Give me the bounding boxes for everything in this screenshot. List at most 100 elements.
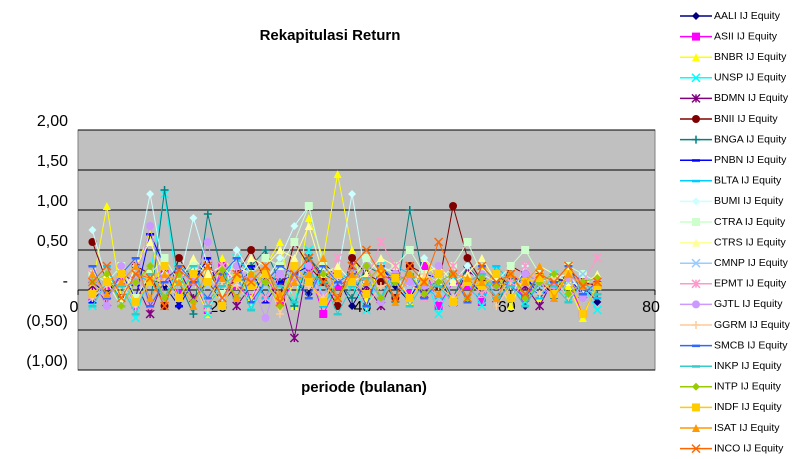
legend-marker: [692, 135, 700, 144]
data-point: [462, 293, 473, 303]
data-point: [146, 278, 155, 286]
data-point: [131, 313, 140, 316]
data-point: [145, 273, 155, 283]
legend-marker: [691, 444, 701, 454]
data-point: [535, 301, 545, 311]
legend-label: GJTL IJ Equity: [714, 298, 783, 310]
data-point: [420, 254, 429, 262]
data-point: [304, 290, 313, 298]
data-point: [275, 310, 284, 318]
data-point: [405, 270, 414, 278]
data-point: [434, 290, 443, 298]
data-point: [550, 285, 559, 288]
data-point: [376, 237, 386, 247]
data-point: [160, 262, 169, 270]
legend-marker: [692, 115, 700, 123]
data-point: [362, 254, 371, 262]
data-point: [592, 305, 602, 315]
data-point: [146, 190, 155, 198]
data-point: [188, 277, 198, 287]
data-point: [578, 293, 587, 296]
data-point: [131, 257, 140, 260]
data-point: [189, 254, 198, 262]
data-point: [506, 302, 515, 310]
data-point: [362, 278, 371, 286]
legend-label: CMNP IJ Equity: [714, 257, 789, 269]
data-point: [463, 262, 472, 270]
data-point: [203, 270, 212, 278]
data-point: [232, 274, 241, 282]
data-point: [260, 293, 271, 303]
legend-marker: [692, 179, 700, 183]
x-axis-title: periode (bulanan): [301, 379, 427, 396]
data-point: [362, 305, 371, 308]
data-point: [203, 210, 212, 218]
data-point: [203, 257, 212, 260]
data-point: [304, 253, 314, 263]
legend-label: SMCB IJ Equity: [714, 339, 788, 351]
data-point: [376, 254, 385, 262]
data-point: [333, 253, 343, 263]
data-point: [420, 297, 429, 300]
data-point: [203, 297, 212, 300]
data-point: [376, 282, 385, 290]
data-point: [535, 297, 544, 300]
data-point: [261, 314, 270, 322]
data-point: [232, 294, 241, 302]
data-point: [578, 310, 587, 318]
data-point: [347, 261, 357, 271]
data-point: [261, 246, 270, 254]
data-point: [146, 222, 155, 230]
data-point: [391, 274, 400, 282]
data-point: [160, 186, 169, 194]
legend-label: PNBN IJ Equity: [714, 154, 787, 166]
data-point: [131, 278, 140, 286]
legend-label: BNGA IJ Equity: [714, 133, 787, 145]
data-point: [88, 265, 97, 268]
data-point: [189, 270, 198, 278]
y-tick-label: 2,00: [37, 113, 68, 130]
data-point: [376, 262, 385, 270]
data-point: [333, 270, 342, 278]
data-point: [564, 270, 573, 278]
data-point: [434, 278, 443, 286]
data-point: [463, 274, 472, 282]
data-point: [477, 254, 486, 262]
data-point: [174, 278, 183, 286]
data-point: [189, 265, 198, 268]
data-point: [434, 270, 443, 278]
data-point: [420, 262, 429, 270]
legend-marker: [692, 424, 700, 432]
data-point: [247, 309, 256, 312]
data-point: [102, 278, 111, 286]
data-point: [304, 202, 313, 210]
data-point: [203, 278, 212, 286]
data-point: [333, 302, 342, 310]
data-point: [88, 290, 97, 298]
data-point: [102, 290, 111, 298]
data-point: [174, 254, 183, 262]
data-point: [160, 270, 169, 278]
data-point: [218, 274, 227, 282]
data-point: [290, 262, 299, 270]
legend-label: INDF IJ Equity: [714, 401, 782, 413]
legend-marker: [692, 403, 700, 412]
data-point: [449, 278, 458, 286]
data-point: [145, 309, 155, 319]
data-point: [232, 246, 241, 254]
legend-label: AALI IJ Equity: [714, 10, 781, 22]
data-point: [405, 246, 414, 254]
data-point: [146, 262, 155, 270]
data-point: [290, 301, 299, 304]
data-point: [348, 294, 357, 302]
legend-marker: [691, 279, 701, 289]
data-point: [564, 290, 573, 298]
data-point: [218, 285, 227, 288]
data-point: [246, 277, 256, 287]
data-point: [390, 293, 400, 303]
data-point: [117, 302, 126, 310]
data-point: [376, 269, 386, 279]
data-point: [348, 254, 357, 262]
data-point: [218, 290, 227, 298]
data-point: [492, 294, 501, 302]
